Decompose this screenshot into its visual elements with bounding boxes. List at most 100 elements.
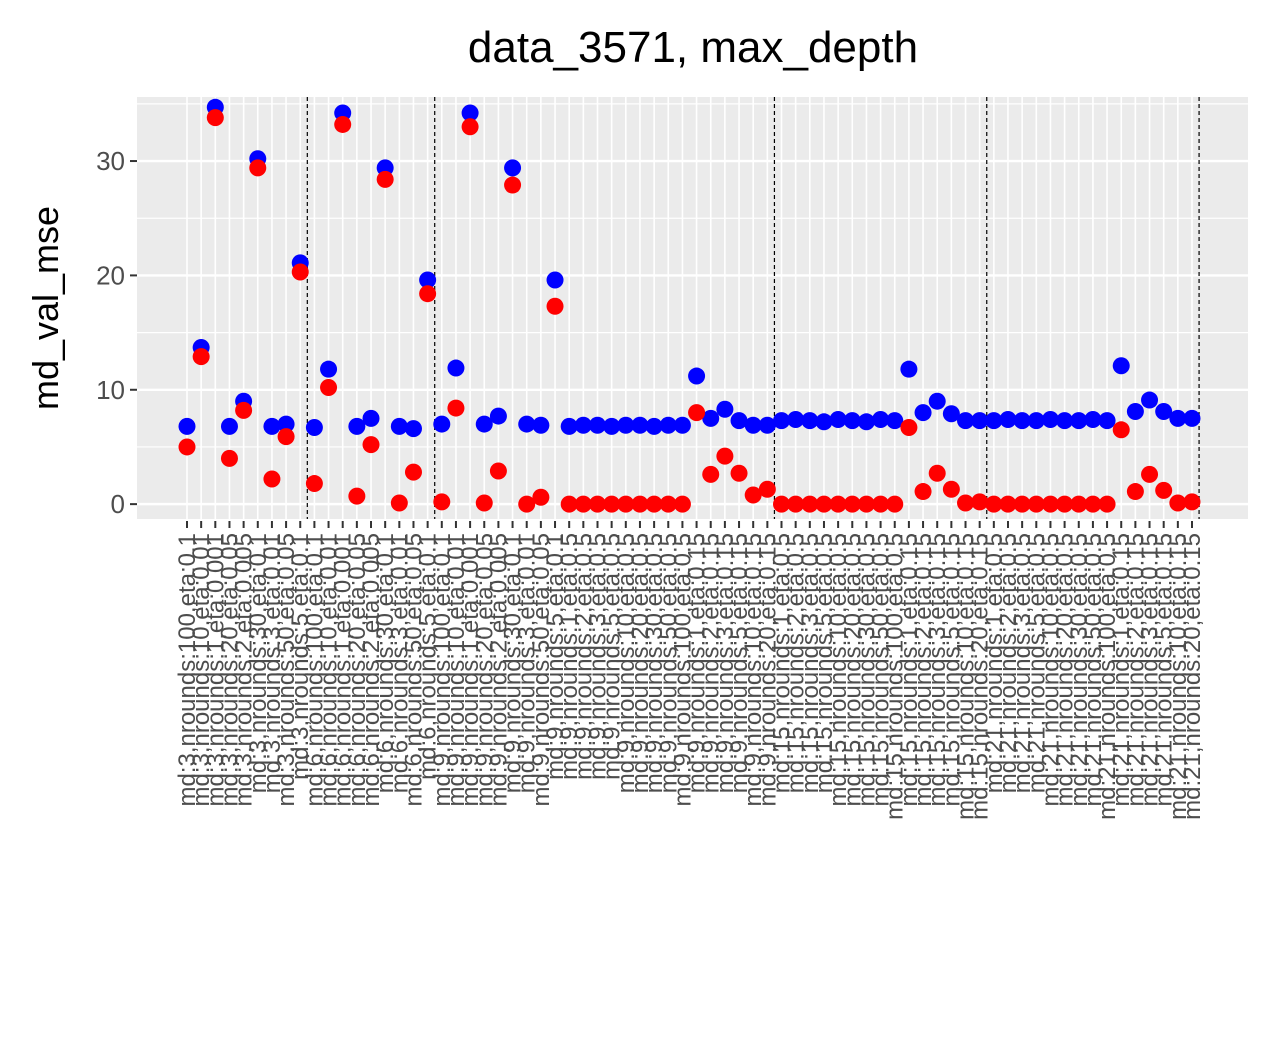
point-blue [744, 416, 762, 434]
x-tick-label: md:15,nrounds:20,eta:0.5 [839, 533, 866, 807]
point-red [744, 486, 762, 504]
point-red [942, 480, 960, 498]
point-blue [433, 415, 451, 433]
x-tick-label: md:6,nrounds:1,eta:0.001 [330, 533, 357, 807]
point-blue [758, 416, 776, 434]
point-red [489, 462, 507, 480]
point-blue [659, 416, 677, 434]
point-blue [277, 415, 295, 433]
x-tick-label: md:9,nrounds:2,eta:0.5 [570, 533, 597, 780]
point-red [872, 495, 890, 513]
x-tick-label: md:6,nrounds:5,eta:0.1 [415, 533, 442, 780]
point-blue [475, 415, 493, 433]
point-red [504, 176, 522, 194]
point-red [532, 488, 550, 506]
y-tick-label: 0 [111, 489, 125, 519]
point-red [1084, 495, 1102, 513]
x-tick-label: md:15,nrounds:10,eta:0.5 [825, 533, 852, 807]
x-tick-label: md:3,nrounds:5,eta:0.1 [287, 533, 314, 780]
point-blue [348, 417, 366, 435]
x-tick-label: md:21,nrounds:3,eta:0.5 [1009, 533, 1036, 793]
point-red [815, 495, 833, 513]
point-blue [1070, 412, 1088, 430]
point-blue [928, 392, 946, 410]
point-red [787, 495, 805, 513]
point-blue [1112, 357, 1130, 375]
point-blue [1027, 412, 1045, 430]
point-blue [872, 411, 890, 429]
point-blue [320, 360, 338, 378]
point-red [773, 495, 791, 513]
point-blue [390, 417, 408, 435]
point-blue [999, 411, 1017, 429]
x-tick-label: md:9,nrounds:5,eta:0.5 [599, 533, 626, 780]
x-tick-label: md:21,nrounds:100,eta:0.5 [1094, 533, 1121, 820]
point-red [433, 493, 451, 511]
x-tick-label: md:15,nrounds:20,eta:0.15 [967, 533, 994, 820]
point-red [1155, 481, 1173, 499]
group-separator-lines [306, 97, 1200, 519]
point-blue [645, 417, 663, 435]
x-tick-label: md:15,nrounds:3,eta:0.15 [924, 533, 951, 807]
point-blue [617, 416, 635, 434]
x-tick-label: md:21,nrounds:5,eta:0.5 [1023, 533, 1050, 793]
point-blue [843, 412, 861, 430]
x-tick-label: md:9,nrounds:100,eta:0.5 [669, 533, 696, 807]
data-points [178, 98, 1201, 513]
point-red [1056, 495, 1074, 513]
point-blue [829, 411, 847, 429]
point-red [971, 493, 989, 511]
point-red [1070, 495, 1088, 513]
point-blue [518, 415, 536, 433]
grid-lines [137, 97, 1248, 519]
point-blue [532, 416, 550, 434]
point-red [390, 494, 408, 512]
point-red [829, 495, 847, 513]
point-red [1183, 493, 1201, 511]
point-blue [900, 360, 918, 378]
x-tick-label: md:3,nrounds:3,eta:0.01 [259, 533, 286, 793]
x-tick-label: md:21,nrounds:1,eta:0.15 [1108, 533, 1135, 807]
point-red [475, 494, 493, 512]
y-tick-label: 30 [96, 146, 125, 176]
point-blue [560, 417, 578, 435]
x-tick-label: md:3,nrounds:50,eta:0.05 [273, 533, 300, 807]
point-red [957, 494, 975, 512]
point-blue [957, 412, 975, 430]
point-blue [461, 104, 479, 122]
point-blue [673, 416, 691, 434]
point-blue [1169, 409, 1187, 427]
x-tick-label: md:15,nrounds:30,eta:0.5 [853, 533, 880, 807]
point-red [603, 495, 621, 513]
point-blue [815, 413, 833, 431]
point-blue [1126, 402, 1144, 420]
point-red [376, 170, 394, 188]
x-tick-label: md:9,nrounds:20,eta:0.05 [471, 533, 498, 807]
chart-title: data_3571, max_depth [468, 23, 918, 72]
x-tick-label: md:21,nrounds:10,eta:0.5 [1037, 533, 1064, 807]
point-red [1027, 495, 1045, 513]
point-red [801, 495, 819, 513]
point-red [1126, 483, 1144, 501]
x-tick-label: md:15,nrounds:1,eta:0.5 [769, 533, 796, 793]
point-red [320, 378, 338, 396]
x-tick-label: md:3,nrounds:2,eta:0.005 [231, 533, 258, 807]
point-red [758, 480, 776, 498]
x-tick-label: md:3,nrounds:20,eta:0.05 [216, 533, 243, 807]
point-blue [1183, 409, 1201, 427]
x-tick-label: md:15,nrounds:2,eta:0.5 [783, 533, 810, 793]
point-red [914, 483, 932, 501]
x-tick-label: md:21,nrounds:10,eta:0.15 [1165, 533, 1192, 820]
point-red [928, 464, 946, 482]
point-red [617, 495, 635, 513]
point-blue [1056, 412, 1074, 430]
point-red [702, 465, 720, 483]
point-blue [730, 412, 748, 430]
point-red [220, 449, 238, 467]
point-blue [588, 416, 606, 434]
x-tick-label: md:6,nrounds:2,eta:0.005 [358, 533, 385, 807]
x-tick-label: md:15,nrounds:5,eta:0.5 [811, 533, 838, 793]
point-blue [489, 407, 507, 425]
point-red [1098, 495, 1116, 513]
